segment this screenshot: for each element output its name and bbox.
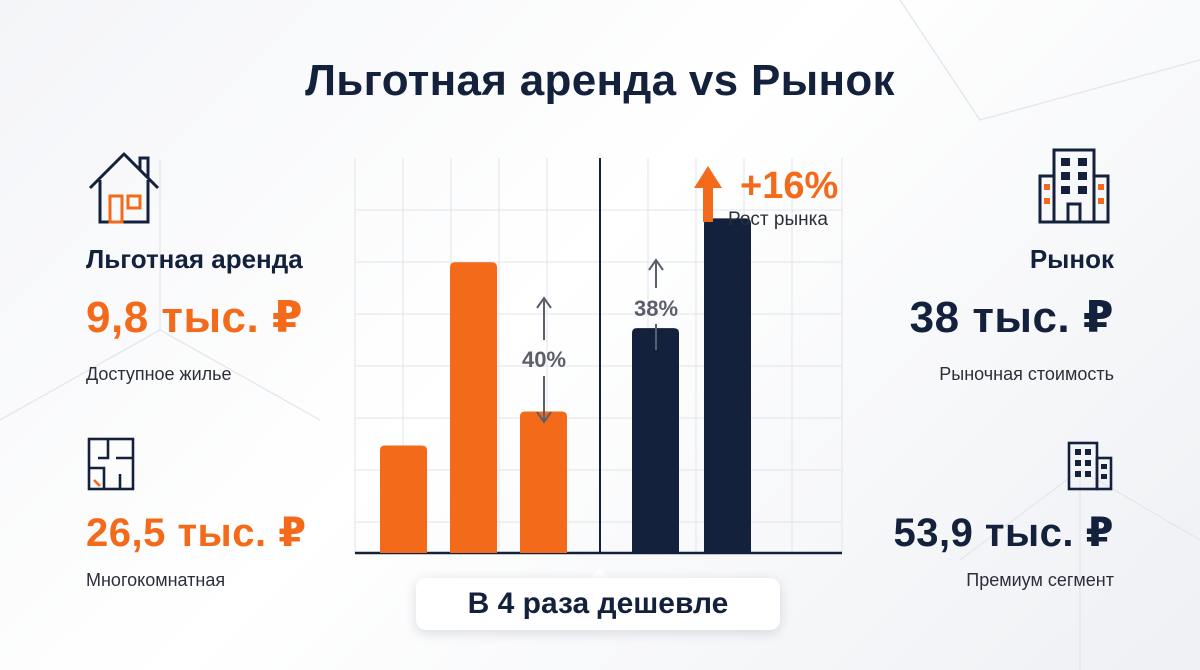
floor-plan-icon bbox=[87, 437, 135, 491]
right-value-primary: 38 тыс. ₽ bbox=[909, 293, 1114, 342]
right-caption-secondary: Премиум сегмент bbox=[966, 570, 1114, 590]
growth-annotation: +16% Рост рынка bbox=[694, 165, 838, 230]
up-arrow-icon bbox=[694, 166, 722, 222]
house-icon bbox=[88, 152, 160, 224]
right-value-secondary: 53,9 тыс. ₽ bbox=[893, 511, 1114, 555]
building-small-icon bbox=[1067, 441, 1113, 491]
left-caption-primary: Доступное жилье bbox=[86, 364, 232, 384]
left-caption-secondary: Многокомнатная bbox=[86, 570, 226, 590]
callout-pointer bbox=[589, 568, 609, 579]
right-diff-label: 38% bbox=[634, 296, 678, 321]
left-heading: Льготная аренда bbox=[86, 244, 303, 274]
right-diff-annotation: 38% bbox=[634, 258, 678, 350]
left-diff-label: 40% bbox=[522, 347, 566, 372]
growth-value: +16% bbox=[740, 165, 838, 207]
bar-preferential-1 bbox=[450, 262, 497, 553]
bar-preferential-0 bbox=[380, 445, 427, 553]
office-building-icon bbox=[1038, 148, 1110, 224]
right-heading: Рынок bbox=[1029, 244, 1114, 274]
bar-preferential-2 bbox=[520, 411, 567, 553]
chart-bars bbox=[380, 218, 751, 553]
callout-badge: В 4 раза дешевле bbox=[416, 578, 780, 630]
bar-market-1 bbox=[704, 218, 751, 553]
page-title: Льготная аренда vs Рынок bbox=[305, 56, 895, 105]
growth-label: Рост рынка bbox=[728, 209, 828, 230]
bar-market-0 bbox=[632, 328, 679, 553]
left-value-primary: 9,8 тыс. ₽ bbox=[86, 293, 304, 342]
left-diff-annotation: 40% bbox=[522, 296, 566, 424]
left-value-secondary: 26,5 тыс. ₽ bbox=[86, 511, 307, 555]
right-caption-primary: Рыночная стоимость bbox=[939, 364, 1114, 384]
